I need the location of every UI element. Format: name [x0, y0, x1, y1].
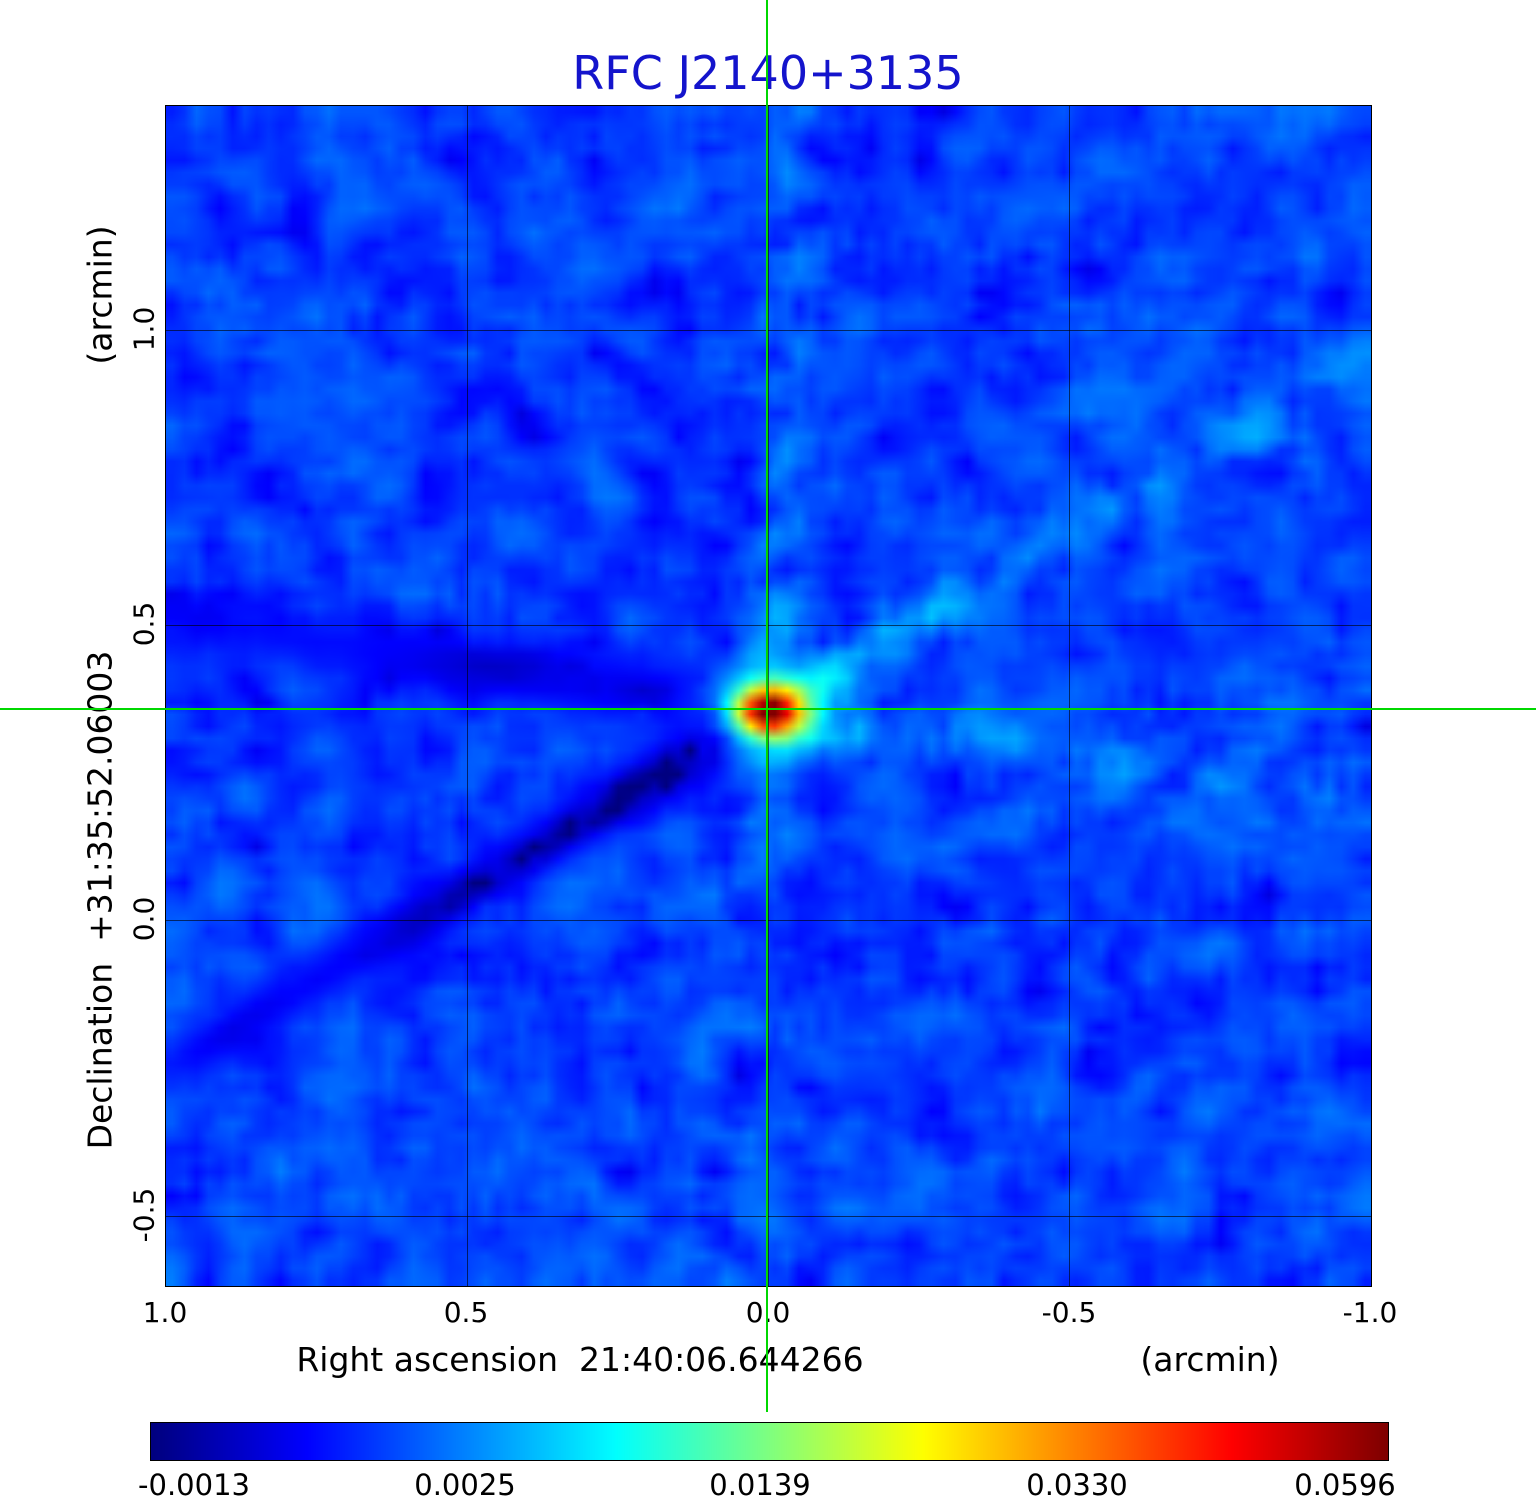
- crosshair-vertical-line: [766, 0, 768, 1412]
- x-tick-0p5: 0.5: [443, 1296, 489, 1329]
- y-tick-0p5: 0.5: [127, 601, 161, 647]
- y-axis-label: Declination +31:35:52.06003: [80, 650, 120, 1150]
- colorbar-tick-1: 0.0025: [414, 1468, 516, 1502]
- colorbar: [150, 1422, 1389, 1461]
- gridline-ra-0p0: [768, 106, 769, 1286]
- colorbar-gradient: [151, 1423, 1388, 1460]
- y-tick-0p0: 0.0: [127, 896, 161, 942]
- crosshair-horizontal-line: [0, 708, 1536, 710]
- sky-map-plot: [165, 105, 1372, 1287]
- colorbar-tick-3: 0.0330: [1026, 1468, 1128, 1502]
- gridline-dec-0p0: [166, 920, 1371, 921]
- gridline-ra-minus0p5: [1069, 106, 1070, 1286]
- y-axis-unit: (arcmin): [80, 225, 120, 365]
- gridline-dec-plus1p0: [166, 330, 1371, 331]
- x-tick-0p0: 0.0: [745, 1296, 791, 1329]
- colorbar-tick-0: -0.0013: [138, 1468, 250, 1502]
- x-tick-minus0p5: -0.5: [1041, 1296, 1097, 1329]
- y-tick-minus0p5: -0.5: [127, 1187, 161, 1243]
- x-axis-label: Right ascension 21:40:06.644266: [296, 1340, 864, 1379]
- gridline-dec-minus0p5: [166, 1216, 1371, 1217]
- gridline-ra-plus0p5: [467, 106, 468, 1286]
- colorbar-tick-4: 0.0596: [1294, 1468, 1396, 1502]
- colorbar-tick-2: 0.0139: [709, 1468, 811, 1502]
- plot-title: RFC J2140+3135: [572, 46, 964, 100]
- y-tick-1p0: 1.0: [127, 306, 161, 352]
- x-tick-minus1p0: -1.0: [1342, 1296, 1398, 1329]
- gridline-dec-plus0p5: [166, 625, 1371, 626]
- x-axis-unit: (arcmin): [1140, 1340, 1280, 1379]
- x-tick-1p0: 1.0: [142, 1296, 188, 1329]
